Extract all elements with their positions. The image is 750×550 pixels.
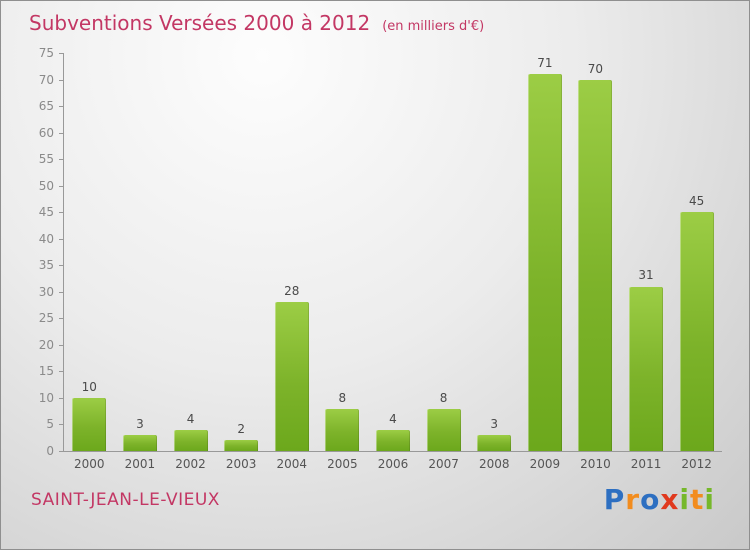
bar-value-label: 4 (186, 411, 195, 426)
x-tick-label: 2006 (377, 457, 409, 471)
y-tick-mark (59, 371, 64, 373)
y-tick-mark (59, 79, 64, 81)
y-tick-label: 10 (38, 390, 54, 405)
logo-letter: x (660, 483, 680, 516)
y-tick-label: 60 (38, 125, 54, 140)
y-tick-label: 55 (38, 152, 54, 167)
y-tick-label: 30 (38, 284, 54, 299)
x-tick-label: 2005 (327, 457, 358, 471)
y-tick-label: 25 (38, 311, 54, 326)
bar-2002 (173, 429, 208, 451)
bar-2006 (376, 429, 410, 451)
x-tick-label: 2002 (175, 457, 206, 471)
bar-2001 (122, 435, 157, 451)
bar-2008 (477, 435, 512, 451)
y-tick-mark (59, 397, 64, 399)
logo-letter: t (690, 483, 705, 516)
x-tick-label: 2009 (529, 457, 561, 471)
logo-letter: r (625, 483, 641, 516)
y-tick-label: 20 (38, 337, 54, 352)
bar-2003 (224, 440, 259, 451)
x-tick-label: 2001 (124, 457, 156, 471)
y-tick-label: 5 (46, 417, 54, 432)
y-tick-mark (59, 212, 64, 214)
bar-value-label: 2 (237, 422, 245, 437)
y-tick-label: 35 (38, 258, 54, 273)
bar-value-label: 3 (136, 417, 144, 432)
x-tick-label: 2011 (630, 457, 662, 471)
plot-area: 0 5 10 15 20 25 30 35 40 45 50 55 60 65 70 75 10 2000 3 200… (39, 46, 722, 471)
bar-value-label: 10 (81, 379, 97, 394)
y-tick-mark (59, 185, 64, 187)
logo-letter: i (679, 483, 690, 516)
bar-2011 (629, 286, 664, 451)
x-tick-label: 2010 (580, 457, 611, 471)
logo-letter: o (640, 483, 661, 516)
bar-value-label: 71 (537, 56, 553, 71)
y-tick-label: 75 (38, 46, 54, 60)
y-tick-mark (59, 344, 64, 346)
bar-value-label: 8 (338, 390, 347, 405)
y-tick-mark (59, 159, 64, 161)
bar-2000 (72, 397, 107, 451)
x-tick-label: 2007 (428, 457, 459, 471)
y-tick-mark (59, 238, 64, 240)
y-tick-mark (59, 132, 64, 134)
bar-value-label: 3 (490, 417, 499, 432)
y-tick-label: 70 (38, 72, 54, 87)
place-name: SAINT-JEAN-LE-VIEUX (31, 490, 220, 510)
chart-header: Subventions Versées 2000 à 2012 (en mill… (29, 11, 484, 35)
y-tick-mark (59, 451, 64, 452)
x-tick-label: 2004 (276, 457, 308, 471)
y-tick-label: 45 (38, 205, 54, 220)
y-tick-mark (59, 291, 64, 293)
bar-2010 (578, 79, 613, 451)
bar-value-label: 4 (389, 411, 397, 426)
y-tick-mark (59, 106, 64, 108)
y-tick-label: 50 (38, 178, 54, 193)
bar-value-label: 45 (689, 194, 705, 209)
bar-2005 (325, 408, 360, 451)
y-tick-label: 0 (46, 444, 54, 458)
bar-2007 (426, 408, 461, 451)
bar-2009 (527, 74, 562, 451)
y-tick-label: 40 (38, 231, 54, 246)
x-tick-label: 2012 (681, 457, 712, 471)
bar-value-label: 8 (439, 390, 448, 405)
y-tick-mark (59, 53, 64, 54)
logo-letter: i (704, 483, 715, 516)
y-tick-label: 65 (38, 99, 54, 114)
y-tick-mark (59, 265, 64, 267)
bar-value-label: 70 (587, 61, 604, 76)
proxiti-logo[interactable]: Proxiti (604, 483, 715, 516)
bar-2012 (679, 212, 714, 451)
x-tick-label: 2000 (74, 457, 105, 471)
bar-2004 (274, 302, 309, 451)
x-tick-label: 2003 (225, 457, 257, 471)
y-tick-mark (59, 318, 64, 320)
y-tick-mark (59, 424, 64, 426)
chart-subtitle: (en milliers d'€) (382, 19, 485, 34)
logo-letter: P (603, 483, 626, 516)
bar-value-label: 28 (284, 284, 300, 299)
x-tick-label: 2008 (478, 457, 510, 471)
y-tick-label: 15 (38, 364, 54, 379)
chart-title: Subventions Versées 2000 à 2012 (29, 11, 371, 35)
bar-value-label: 31 (638, 268, 654, 283)
